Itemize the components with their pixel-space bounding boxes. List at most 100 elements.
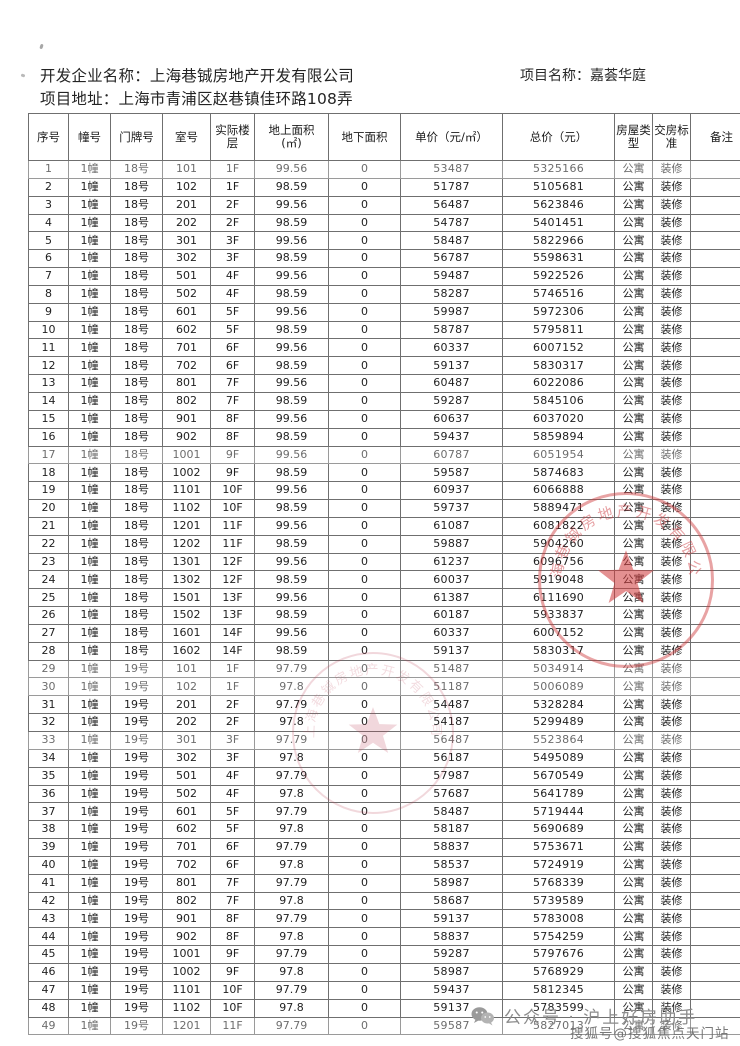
cell-index: 38	[28, 820, 69, 840]
cell-delivery-standard: 装修	[652, 945, 691, 964]
cell-room: 1301	[162, 552, 211, 572]
cell-note	[690, 534, 740, 554]
table-row: 26 1幢 18号 1502 13F 98.59 0 60187 5933837 公寓 装修	[28, 606, 740, 625]
cell-above-area: 99.56	[254, 588, 329, 608]
cell-index: 34	[28, 748, 69, 768]
cell-floor: 8F	[210, 409, 255, 429]
cell-delivery-standard: 装修	[652, 659, 691, 679]
cell-total-price: 5105681	[502, 177, 615, 197]
cell-under-area: 0	[328, 909, 401, 929]
cell-unit-price: 59487	[400, 267, 503, 286]
cell-delivery-standard: 装修	[652, 873, 691, 893]
cell-under-area: 0	[328, 338, 401, 358]
cell-note	[690, 945, 740, 964]
cell-under-area: 0	[328, 320, 401, 340]
cell-above-area: 99.56	[254, 267, 329, 286]
table-row: 27 1幢 18号 1601 14F 99.56 0 60337 6007152 公寓 装修	[28, 623, 740, 643]
cell-unit-price: 61087	[400, 516, 503, 536]
cell-under-area: 0	[328, 891, 401, 911]
wechat-icon	[471, 1007, 494, 1026]
cell-under-area: 0	[328, 606, 401, 625]
cell-index: 28	[28, 641, 69, 661]
cell-delivery-standard: 装修	[652, 588, 691, 608]
cell-floor: 6F	[210, 356, 255, 376]
cell-total-price: 5768339	[502, 873, 615, 893]
cell-index: 9	[28, 302, 69, 322]
cell-delivery-standard: 装修	[652, 284, 691, 304]
cell-floor: 7F	[210, 374, 255, 393]
cell-above-area: 97.79	[254, 838, 329, 857]
cell-door: 18号	[110, 427, 163, 447]
cell-index: 26	[28, 606, 69, 625]
cell-door: 19号	[110, 820, 163, 840]
cell-unit-price: 60937	[400, 481, 503, 501]
cell-above-area: 97.8	[254, 677, 329, 697]
cell-under-area: 0	[328, 409, 401, 429]
cell-total-price: 5495089	[502, 748, 615, 768]
cell-total-price: 5904260	[502, 534, 615, 554]
cell-note	[690, 177, 740, 197]
cell-delivery-standard: 装修	[652, 177, 691, 197]
cell-building: 1幢	[68, 588, 111, 608]
cell-floor: 5F	[210, 320, 255, 340]
cell-door: 18号	[110, 213, 163, 233]
cell-index: 35	[28, 766, 69, 786]
cell-room: 801	[162, 374, 211, 393]
cell-door: 19号	[110, 748, 163, 768]
cell-above-area: 97.8	[254, 855, 329, 875]
cell-floor: 5F	[210, 820, 255, 840]
cell-total-price: 5598631	[502, 249, 615, 269]
cell-door: 18号	[110, 516, 163, 536]
column-header-door: 门牌号	[110, 113, 163, 161]
cell-total-price: 5006089	[502, 677, 615, 697]
cell-floor: 9F	[210, 445, 255, 465]
column-header-index: 序号	[28, 113, 69, 161]
cell-room: 701	[162, 338, 211, 358]
cell-room: 1101	[162, 481, 211, 501]
cell-delivery-standard: 装修	[652, 641, 691, 661]
cell-note	[690, 356, 740, 376]
cell-house-type: 公寓	[614, 160, 653, 179]
cell-note	[690, 302, 740, 322]
cell-room: 1102	[162, 998, 211, 1018]
cell-unit-price: 59737	[400, 499, 503, 518]
cell-building: 1幢	[68, 445, 111, 465]
cell-house-type: 公寓	[614, 873, 653, 893]
cell-house-type: 公寓	[614, 409, 653, 429]
cell-room: 601	[162, 302, 211, 322]
cell-unit-price: 58487	[400, 231, 503, 251]
cell-floor: 3F	[210, 249, 255, 269]
cell-unit-price: 58987	[400, 962, 503, 982]
cell-total-price: 5299489	[502, 713, 615, 732]
cell-building: 1幢	[68, 766, 111, 786]
cell-under-area: 0	[328, 641, 401, 661]
cell-door: 18号	[110, 338, 163, 358]
cell-above-area: 97.8	[254, 748, 329, 768]
table-row: 28 1幢 18号 1602 14F 98.59 0 59137 5830317 公寓 装修	[28, 641, 740, 661]
cell-floor: 8F	[210, 927, 255, 947]
price-table-container: 序号 幢号 门牌号 室号 实际楼层 地上面积 (㎡) 地下面积 单价（元/㎡） …	[28, 113, 740, 1036]
cell-note	[690, 445, 740, 465]
cell-under-area: 0	[328, 534, 401, 554]
cell-room: 1601	[162, 623, 211, 643]
cell-unit-price: 61237	[400, 552, 503, 572]
cell-room: 301	[162, 731, 211, 750]
cell-house-type: 公寓	[614, 606, 653, 625]
cell-room: 1201	[162, 1016, 211, 1036]
table-row: 25 1幢 18号 1501 13F 99.56 0 61387 6111690 公寓 装修	[28, 588, 740, 608]
cell-building: 1幢	[68, 731, 111, 750]
cell-under-area: 0	[328, 160, 401, 179]
cell-door: 18号	[110, 463, 163, 483]
cell-house-type: 公寓	[614, 267, 653, 286]
cell-under-area: 0	[328, 499, 401, 518]
cell-note	[690, 570, 740, 590]
cell-house-type: 公寓	[614, 213, 653, 233]
cell-house-type: 公寓	[614, 391, 653, 411]
cell-house-type: 公寓	[614, 891, 653, 911]
cell-door: 18号	[110, 641, 163, 661]
cell-index: 5	[28, 231, 69, 251]
cell-note	[690, 891, 740, 911]
cell-building: 1幢	[68, 427, 111, 447]
cell-door: 18号	[110, 570, 163, 590]
cell-floor: 7F	[210, 873, 255, 893]
